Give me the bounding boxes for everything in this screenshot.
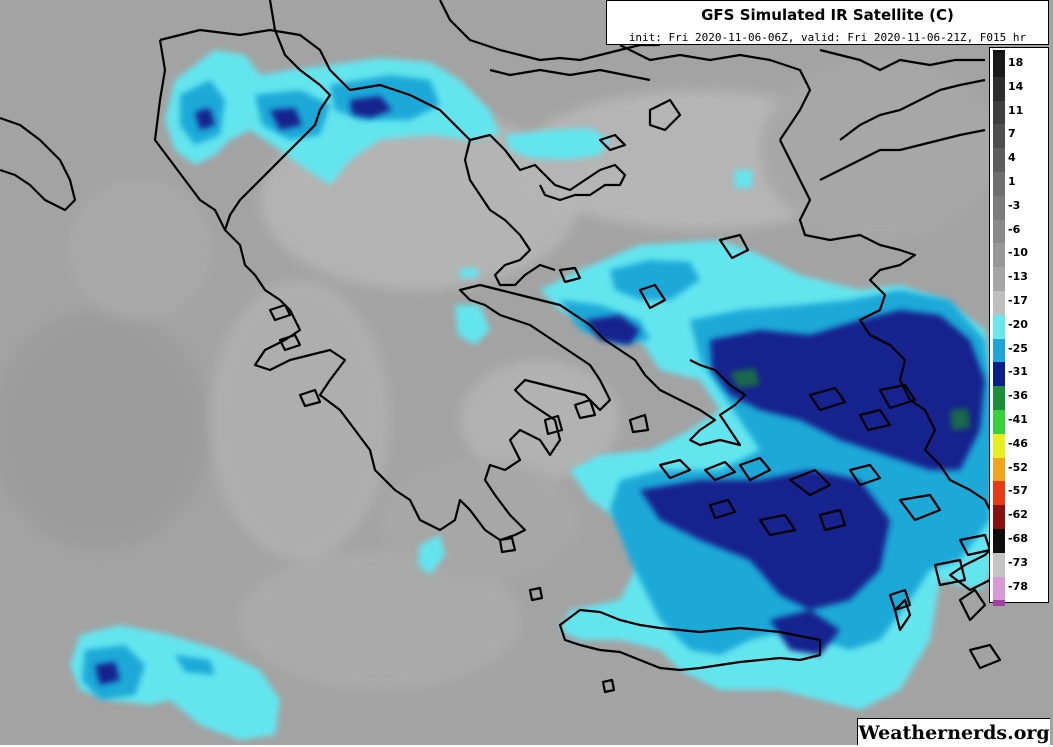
colorbar-label: -25: [1008, 341, 1028, 355]
colorbar-level: -41: [993, 410, 1047, 434]
colorbar-level: -10: [993, 243, 1047, 268]
colorbar-level: 11: [993, 100, 1047, 125]
colorbar-swatch: [993, 243, 1005, 268]
colorbar-label: -57: [1008, 484, 1028, 498]
colorbar-level: -57: [993, 481, 1047, 506]
colorbar-swatch: [993, 195, 1005, 220]
colorbar-label: -31: [1008, 365, 1028, 379]
colorbar-swatch: [993, 267, 1005, 291]
colorbar-label: -52: [1008, 460, 1028, 474]
colorbar-swatch: [993, 481, 1005, 506]
colorbar-level: 7: [993, 124, 1047, 149]
colorbar-label: -62: [1008, 508, 1028, 522]
colorbar-swatch: [993, 100, 1005, 125]
colorbar-label: -3: [1008, 198, 1021, 212]
colorbar-cap-bottom: [993, 600, 1047, 607]
colorbar-label: -78: [1008, 579, 1028, 593]
colorbar-label: -10: [1008, 246, 1028, 260]
colorbar-swatch: [993, 552, 1005, 577]
colorbar-level: 1: [993, 172, 1047, 196]
colorbar-label: -68: [1008, 532, 1028, 545]
colorbar-label: -41: [1008, 413, 1028, 426]
coastlines: [0, 0, 1041, 694]
colorbar-level: -68: [993, 529, 1047, 553]
colorbar-cap-top: [993, 50, 1047, 55]
colorbar-level: 4: [993, 148, 1047, 172]
colorbar-label: 11: [1008, 103, 1024, 117]
colorbar-label: -13: [1008, 270, 1028, 284]
colorbar-swatch: [993, 338, 1005, 363]
colorbar-swatch: [993, 505, 1005, 529]
colorbar-swatch: [993, 386, 1005, 410]
colorbar-level: 18: [993, 53, 1047, 77]
colorbar-level: -17: [993, 291, 1047, 315]
colorbar-label: 14: [1008, 79, 1024, 93]
colorbar-label: -46: [1008, 436, 1028, 450]
colorbar-swatch: [993, 362, 1005, 387]
colorbar-swatch: [993, 529, 1005, 553]
colorbar-level: -78: [993, 576, 1047, 601]
colorbar-level: -3: [993, 195, 1047, 220]
colorbar-swatch: [993, 219, 1005, 244]
map-title: GFS Simulated IR Satellite (C): [701, 6, 954, 24]
colorbar-swatch: [993, 124, 1005, 149]
colorbar-swatch: [993, 291, 1005, 315]
colorbar-label: 4: [1008, 151, 1016, 165]
colorbar-level: -25: [993, 338, 1047, 363]
watermark: Weathernerds.org: [857, 718, 1050, 745]
colorbar-swatch: [993, 53, 1005, 77]
colorbar-swatch: [993, 172, 1005, 196]
colorbar-label: -73: [1008, 555, 1028, 569]
colorbar-level: -73: [993, 552, 1047, 577]
colorbar-swatch: [993, 314, 1005, 339]
colorbar-swatch: [993, 457, 1005, 482]
title-panel: GFS Simulated IR Satellite (C) init: Fri…: [606, 0, 1049, 45]
colorbar-level: -20: [993, 314, 1047, 339]
colorbar-level: -52: [993, 457, 1047, 482]
colorbar-label: -6: [1008, 222, 1021, 236]
colorbar-level: -6: [993, 219, 1047, 244]
colorbar-level: -31: [993, 362, 1047, 387]
cloud-core-layer: [730, 368, 970, 430]
colorbar-level: 14: [993, 76, 1047, 101]
colorbar-level: -36: [993, 386, 1047, 410]
colorbar-label: -20: [1008, 317, 1028, 331]
colorbar-swatch: [993, 576, 1005, 601]
colorbar-label: -36: [1008, 389, 1028, 403]
colorbar-swatch: [993, 433, 1005, 458]
colorbar-swatch: [993, 410, 1005, 434]
map-subtitle: init: Fri 2020-11-06-06Z, valid: Fri 202…: [628, 31, 1027, 44]
colorbar-label: 1: [1008, 175, 1016, 188]
colorbar-label: 18: [1008, 56, 1024, 69]
colorbar-level: -62: [993, 505, 1047, 529]
colorbar-swatch: [993, 148, 1005, 172]
cloud-darkblue-layer: [95, 96, 985, 685]
colorbar-swatch: [993, 76, 1005, 101]
colorbar-label: 7: [1008, 127, 1016, 141]
colorbar-label: -17: [1008, 294, 1028, 307]
colorbar-level: -13: [993, 267, 1047, 291]
color-legend: 18 14 11 7 4 1 -3 -6 -10 -13 -17 -20 -25 -31 -36 -41 -46…: [989, 47, 1049, 607]
colorbar-level: -46: [993, 433, 1047, 458]
